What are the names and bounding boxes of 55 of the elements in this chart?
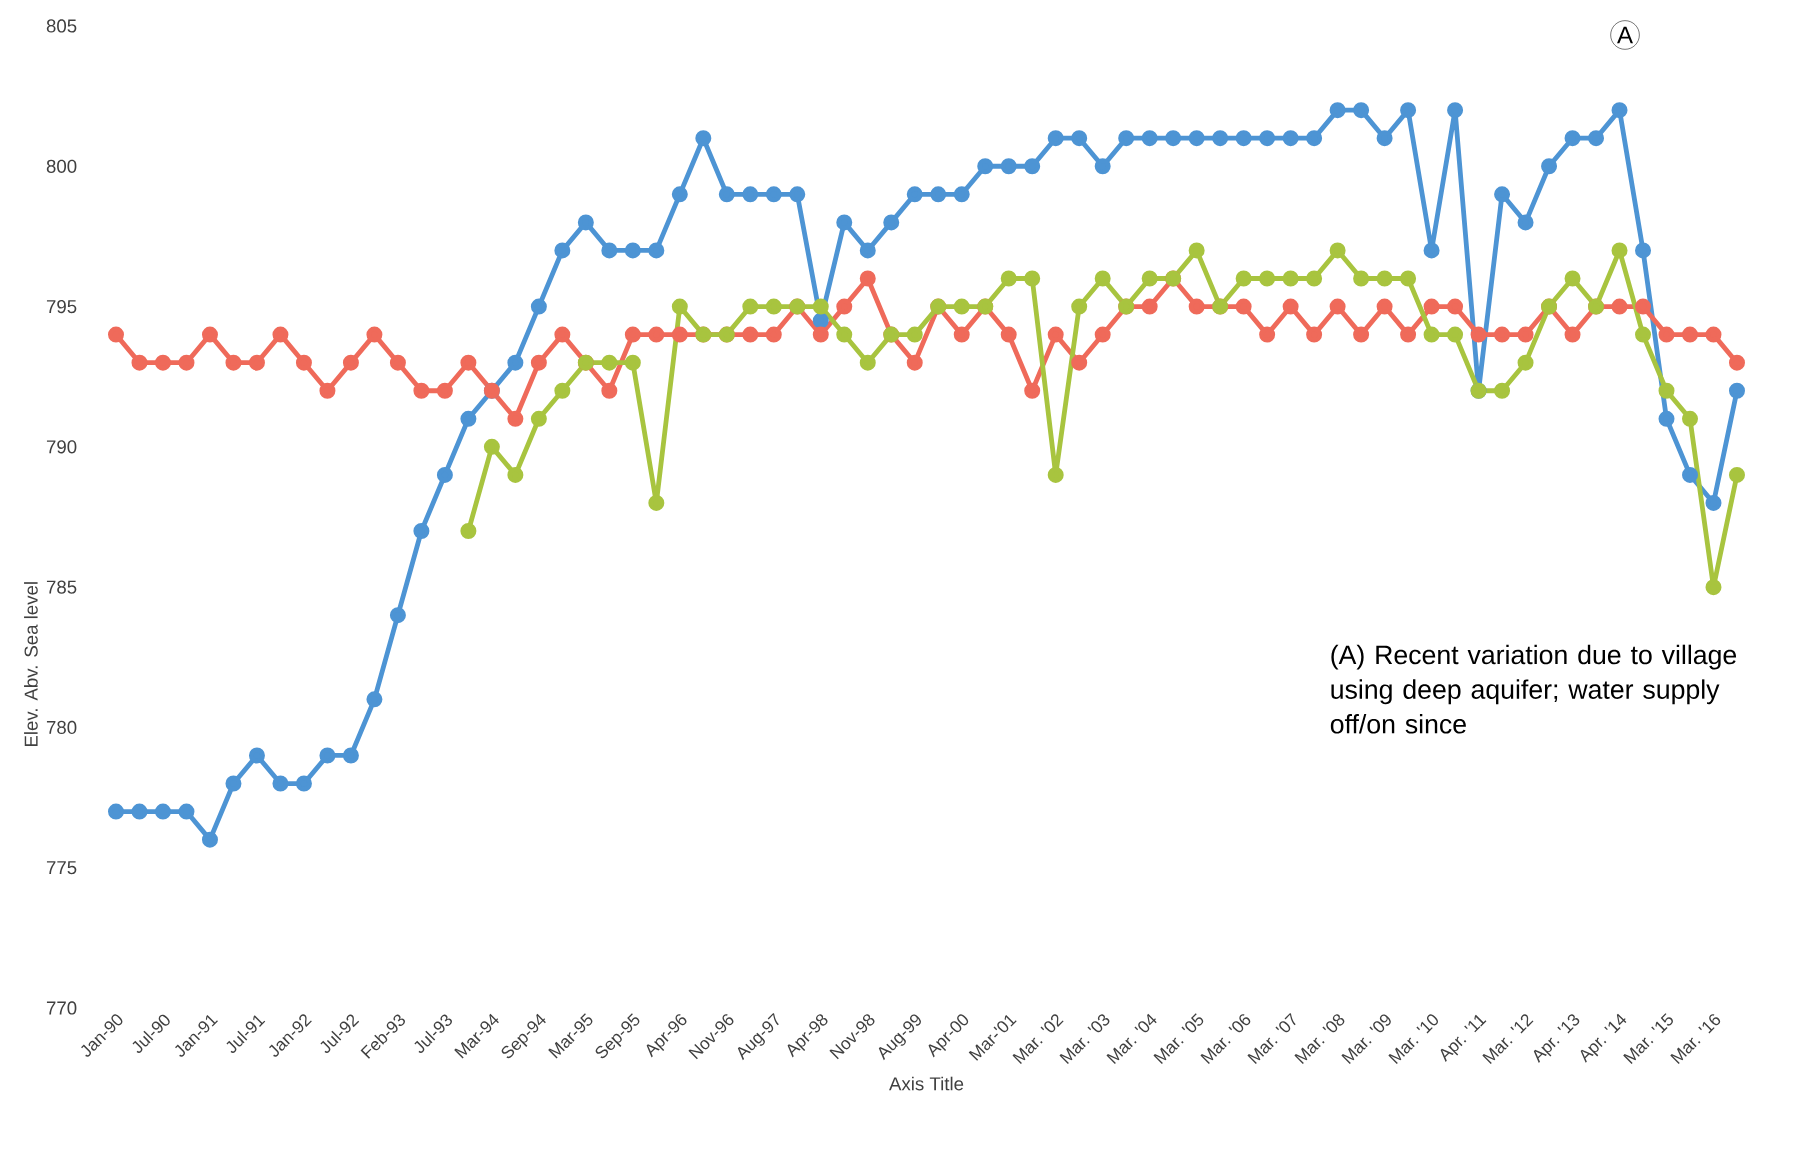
point xyxy=(483,438,500,455)
point xyxy=(1282,270,1299,287)
point xyxy=(1517,354,1534,371)
point xyxy=(554,382,571,399)
point xyxy=(1141,270,1158,287)
y-tick-label: 790 xyxy=(46,440,77,454)
point xyxy=(648,494,665,511)
point xyxy=(1306,270,1323,287)
point xyxy=(1611,242,1628,259)
point xyxy=(1447,326,1464,343)
point xyxy=(836,326,853,343)
x-axis-title: Axis Title xyxy=(889,1076,964,1091)
point xyxy=(530,410,547,427)
y-tick-label: 800 xyxy=(46,159,77,173)
point xyxy=(1047,466,1064,483)
y-axis-title: Elev. Abv. Sea level xyxy=(24,582,38,747)
y-tick-label: 770 xyxy=(46,1001,77,1015)
y-tick-label: 775 xyxy=(46,861,77,875)
point xyxy=(742,298,759,315)
point xyxy=(671,298,688,315)
point xyxy=(1423,326,1440,343)
point xyxy=(1494,382,1511,399)
y-tick-label: 795 xyxy=(46,299,77,314)
point xyxy=(1094,270,1111,287)
point xyxy=(1071,298,1088,315)
annotation: A xyxy=(1617,26,1633,44)
point xyxy=(460,523,477,540)
point xyxy=(1353,270,1370,287)
point xyxy=(1376,270,1393,287)
point xyxy=(1188,242,1205,259)
annotation: (A) Recent variation due to village using deep aquifer; water supply off/on since xyxy=(1330,644,1737,734)
point xyxy=(1400,270,1417,287)
point xyxy=(1564,270,1581,287)
point xyxy=(1682,410,1698,427)
point xyxy=(507,466,524,483)
point xyxy=(1705,579,1722,596)
point xyxy=(601,354,618,371)
point xyxy=(1728,466,1745,483)
point xyxy=(624,354,641,371)
y-tick-label: 805 xyxy=(46,19,77,33)
y-tick-label: 785 xyxy=(46,580,77,594)
point xyxy=(906,326,923,343)
point xyxy=(953,298,970,315)
point xyxy=(1658,382,1675,399)
x-tick-label: Apr. '13 xyxy=(1533,1014,1580,1063)
point xyxy=(1024,270,1041,287)
y-tick-label: 780 xyxy=(46,720,77,735)
point xyxy=(1000,270,1017,287)
point xyxy=(765,298,782,315)
point xyxy=(859,354,876,371)
point xyxy=(1329,242,1346,259)
point xyxy=(812,298,829,315)
point xyxy=(1259,270,1276,287)
point xyxy=(1235,270,1252,287)
point xyxy=(1635,326,1652,343)
